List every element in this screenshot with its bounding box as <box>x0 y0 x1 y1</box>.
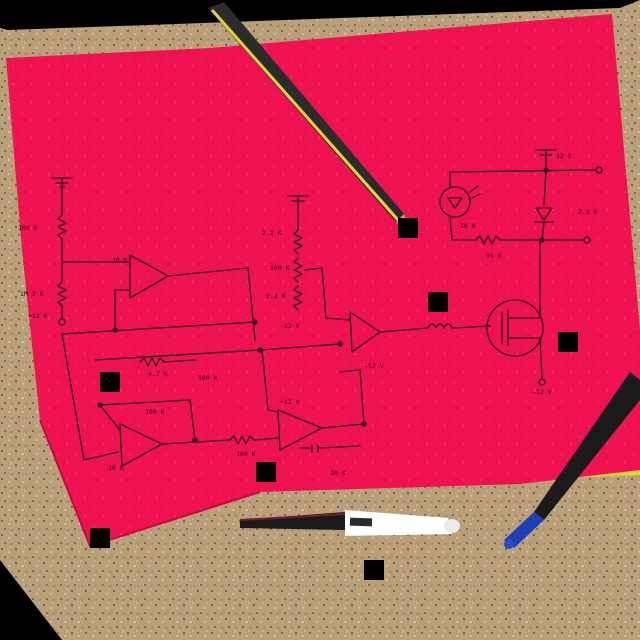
occluding-squares <box>90 218 578 580</box>
label-r4: 2.2 K <box>262 229 282 237</box>
label-v2: -12 V <box>280 322 300 330</box>
label-r5: 100 K <box>270 264 290 272</box>
label-r12: 2.2 K <box>578 208 598 216</box>
label-v1: +12 V <box>28 312 48 320</box>
blue-black-pen <box>504 372 640 549</box>
label-r9: 100 K <box>236 450 256 458</box>
label-r15: 10 K <box>108 464 124 472</box>
label-r7: 4.7 K <box>148 370 168 378</box>
label-v4: 12 V <box>556 152 572 160</box>
white-marker-pen <box>239 510 460 536</box>
label-r10: 10 K <box>330 469 346 477</box>
label-r13: 10 K <box>460 222 476 230</box>
label-r1: 100 K <box>18 224 38 232</box>
label-v3: -12 V <box>364 362 384 370</box>
label-r8: 100 K <box>145 408 165 416</box>
label-v6: +12 V <box>280 398 300 406</box>
schematic-labels: 100 K 1M 2 K +12 V 10 K 2.2 K 100 K 2.2 … <box>18 152 598 477</box>
hand-drawn-circuit-schematic <box>51 149 603 467</box>
label-r3: 10 K <box>112 256 128 264</box>
label-r6: 2.2 K <box>266 292 286 300</box>
label-r2: 1M 2 K <box>20 290 44 298</box>
label-r14: 100 K <box>198 374 218 382</box>
label-v5: -12 V <box>532 388 552 396</box>
label-r11: 10 K <box>486 252 502 260</box>
